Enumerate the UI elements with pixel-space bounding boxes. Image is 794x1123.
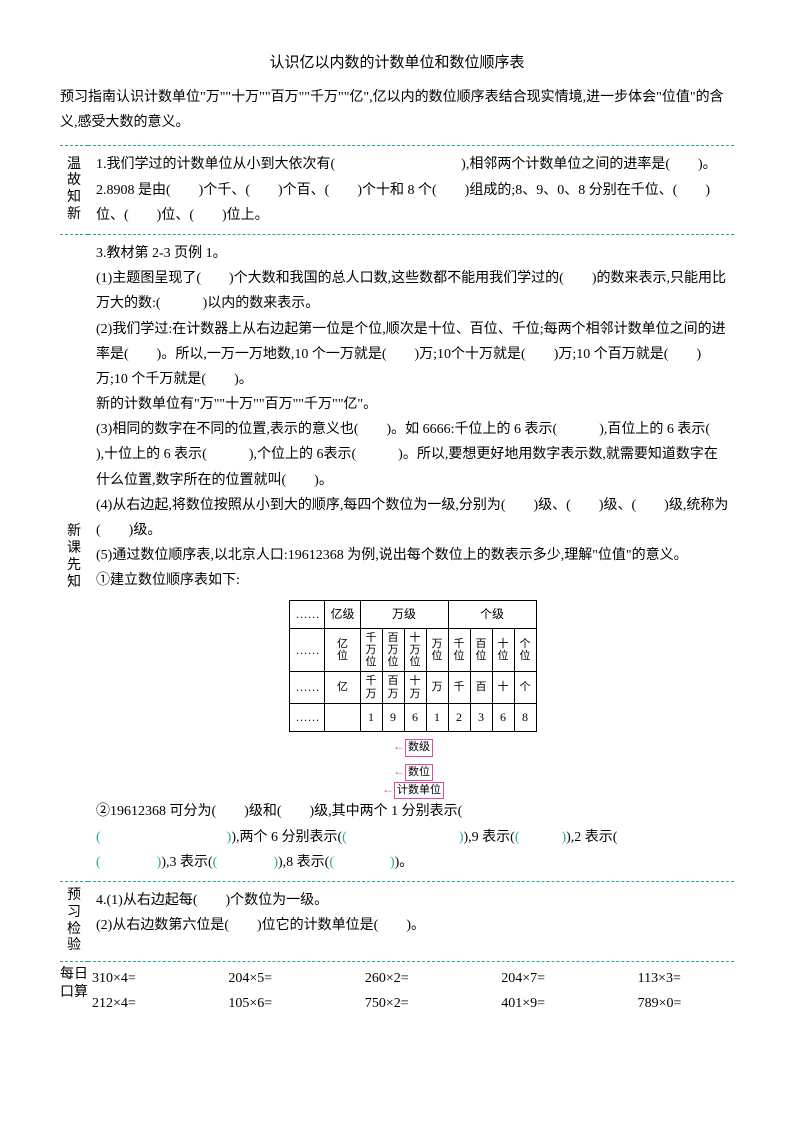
- calc-item: 105×6=: [228, 991, 324, 1016]
- calc-item: 204×7=: [501, 966, 597, 991]
- calc-item: 212×4=: [92, 991, 188, 1016]
- calc-item: 204×5=: [228, 966, 324, 991]
- section-new-content: 3.教材第 2-3 页例 1。 (1)主题图呈现了( )个大数和我国的总人口数,…: [88, 234, 734, 881]
- section-new-label: 新课先知: [60, 234, 88, 881]
- section-check-label: 预习检验: [60, 881, 88, 961]
- worksheet-table: 温故知新 1.我们学过的计数单位从小到大依次有( ),相邻两个计数单位之间的进率…: [60, 145, 734, 962]
- digits-row: …… 1 9 6 1 2 3 6 8: [290, 703, 536, 732]
- calc-item: 750×2=: [365, 991, 461, 1016]
- calc-item: 113×3=: [638, 966, 734, 991]
- section-check-content: 4.(1)从右边起每( )个数位为一级。 (2)从右边数第六位是( )位它的计数…: [88, 881, 734, 961]
- calc-item: 260×2=: [365, 966, 461, 991]
- place-value-table: …… 亿级 万级 个级 …… 亿位 千万位 百万位 十万位 万位 千位 百位 十…: [289, 600, 536, 733]
- calc-item: 789×0=: [638, 991, 734, 1016]
- intro-text: 预习指南认识计数单位"万""十万""百万""千万""亿",亿以内的数位顺序表结合…: [60, 85, 734, 135]
- page-title: 认识亿以内数的计数单位和数位顺序表: [60, 50, 734, 77]
- calc-item: 310×4=: [92, 966, 188, 991]
- section-review-label: 温故知新: [60, 146, 88, 235]
- arrow-labels: ←数级 ←数位 ←计数单位: [96, 738, 730, 799]
- section-review-content: 1.我们学过的计数单位从小到大依次有( ),相邻两个计数单位之间的进率是( )。…: [88, 146, 734, 235]
- calc-item: 401×9=: [501, 991, 597, 1016]
- daily-calc: 每日口算 310×4= 204×5= 260×2= 204×7= 113×3= …: [60, 966, 734, 1016]
